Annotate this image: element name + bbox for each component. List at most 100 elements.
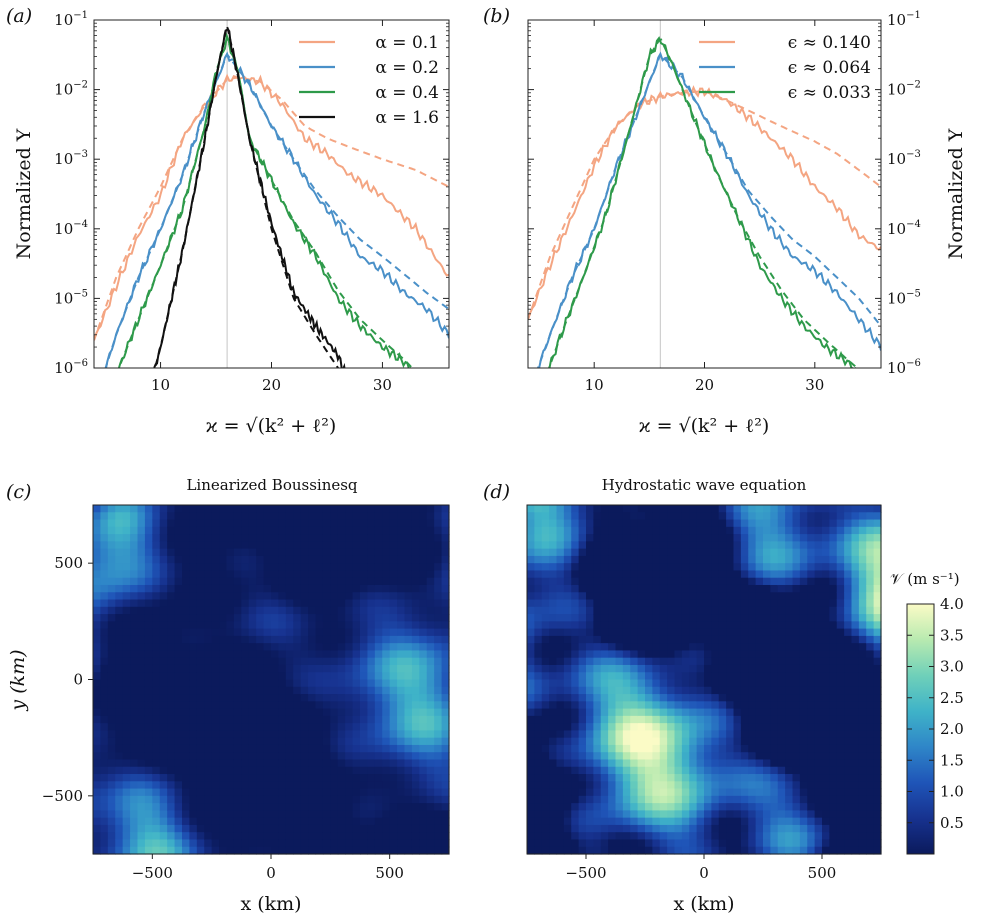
heatmap-cell [285,657,294,666]
heatmap-cell [696,679,705,688]
heatmap-cell [159,650,168,659]
heatmap-cell [740,759,749,768]
heatmap-cell [174,744,183,753]
heatmap-cell [777,650,786,659]
heatmap-cell [593,650,602,659]
heatmap-cell [822,686,830,695]
heatmap-cell [615,846,624,855]
heatmap-cell [527,744,535,753]
heatmap-cell [829,672,838,681]
heatmap-cell [556,592,565,601]
heatmap-cell [144,584,153,593]
heatmap-cell [441,628,450,637]
heatmap-cell [549,643,558,652]
heatmap-cell [285,505,294,513]
heatmap-cell [219,606,228,615]
heatmap-cell [411,541,420,550]
heatmap-cell [563,846,572,855]
heatmap-cell [645,766,653,775]
heatmap-cell [419,650,428,659]
panel-a-legend: α = 0.1α = 0.2α = 0.4α = 1.6 [299,33,439,128]
heatmap-cell [115,563,124,572]
heatmap-cell [411,730,420,739]
heatmap-cell [382,759,391,768]
heatmap-cell [115,672,124,681]
heatmap-cell [851,730,860,739]
heatmap-cell [122,505,131,513]
heatmap-cell [374,570,383,579]
heatmap-cell [866,606,875,615]
heatmap-cell [807,614,816,622]
heatmap-cell [844,744,853,753]
heatmap-cell [748,737,757,746]
heatmap-cell [696,766,705,775]
heatmap-cell [630,526,639,535]
heatmap-cell [204,672,213,681]
heatmap-cell [873,672,882,681]
heatmap-cell [571,679,580,688]
heatmap-cell [248,526,257,535]
heatmap-cell [807,803,816,811]
heatmap-cell [345,774,354,782]
heatmap-cell [159,701,168,710]
heatmap-cell [100,657,109,666]
heatmap-cell [100,701,109,710]
heatmap-cell [434,759,443,768]
heatmap-cell [527,752,535,761]
heatmap-cell [792,723,801,731]
heatmap-cell [696,657,705,666]
heatmap-cell [174,701,183,710]
heatmap-cell [374,599,383,608]
heatmap-cell [770,635,779,644]
heatmap-cell [374,839,383,848]
heatmap-cell [285,599,294,608]
heatmap-cell [674,730,683,739]
heatmap-cell [755,759,764,768]
heatmap-cell [873,766,882,775]
heatmap-cell [829,752,838,761]
heatmap-cell [541,577,550,586]
heatmap-cell [337,846,346,855]
heatmap-cell [630,505,639,513]
heatmap-cell [667,846,676,855]
heatmap-cell [799,752,808,761]
heatmap-cell [300,817,309,826]
heatmap-cell [308,672,317,681]
heatmap-cell [799,664,808,673]
heatmap-cell [541,766,550,775]
y-tick-base: 10 [54,11,73,29]
heatmap-cell [271,555,280,564]
heatmap-cell [637,505,646,513]
heatmap-cell [622,650,631,659]
heatmap-cell [256,708,265,717]
heatmap-cell [652,744,661,753]
heatmap-cell [541,715,550,724]
heatmap-cell [130,628,139,637]
heatmap-cell [667,570,676,579]
heatmap-cell [777,555,786,564]
heatmap-cell [337,664,346,673]
heatmap-cell [836,781,845,790]
heatmap-cell [549,519,558,528]
heatmap-cell [534,803,543,811]
heatmap-cell [441,592,450,601]
heatmap-cell [866,832,875,841]
heatmap-cell [300,606,309,615]
heatmap-cell [174,737,183,746]
heatmap-cell [748,643,757,652]
heatmap-cell [630,592,639,601]
heatmap-cell [107,752,116,761]
heatmap-cell [271,788,280,797]
heatmap-cell [189,548,198,557]
heatmap-cell [278,737,287,746]
heatmap-cell [748,744,757,753]
heatmap-cell [271,839,280,848]
heatmap-cell [115,679,124,688]
heatmap-cell [360,635,369,644]
heatmap-cell [755,708,764,717]
heatmap-cell [107,781,116,790]
heatmap-cell [137,839,146,848]
heatmap-cell [211,715,220,724]
heatmap-cell [144,505,153,513]
heatmap-cell [204,650,213,659]
